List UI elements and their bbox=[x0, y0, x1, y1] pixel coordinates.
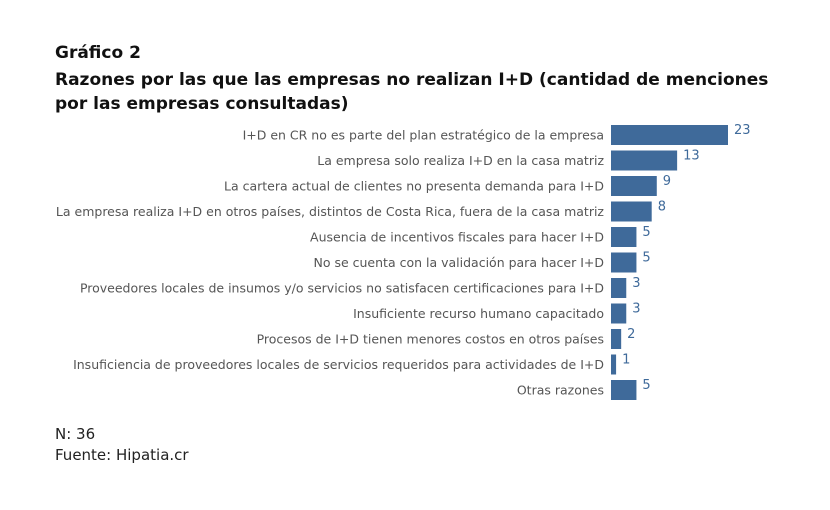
bar bbox=[611, 278, 627, 298]
category-label: Procesos de I+D tienen menores costos en… bbox=[257, 332, 604, 347]
chart-title: Razones por las que las empresas no real… bbox=[55, 70, 769, 114]
bar bbox=[611, 201, 652, 222]
category-label: La empresa realiza I+D en otros países, … bbox=[56, 204, 605, 219]
bar bbox=[611, 176, 657, 196]
value-label: 5 bbox=[642, 251, 650, 266]
value-label: 3 bbox=[632, 302, 640, 317]
category-label: I+D en CR no es parte del plan estratégi… bbox=[243, 128, 604, 143]
bar bbox=[611, 380, 637, 400]
value-label: 2 bbox=[627, 327, 635, 342]
chart-label: Gráfico 2 bbox=[55, 43, 141, 63]
category-label: Insuficiente recurso humano capacitado bbox=[353, 306, 604, 321]
bar bbox=[611, 252, 637, 273]
value-label: 23 bbox=[734, 123, 751, 138]
source-note: Fuente: Hipatia.cr bbox=[55, 446, 189, 464]
bar bbox=[611, 329, 622, 349]
category-label: La cartera actual de clientes no present… bbox=[224, 179, 604, 194]
category-label: Ausencia de incentivos fiscales para hac… bbox=[310, 230, 604, 245]
value-label: 5 bbox=[642, 225, 650, 240]
sample-size: N: 36 bbox=[55, 425, 96, 443]
category-label: No se cuenta con la validación para hace… bbox=[313, 255, 604, 270]
category-label: Insuficiencia de proveedores locales de … bbox=[73, 357, 604, 372]
value-label: 13 bbox=[683, 149, 700, 164]
value-label: 5 bbox=[642, 378, 650, 393]
value-label: 3 bbox=[632, 276, 640, 291]
bar bbox=[611, 303, 627, 324]
bar bbox=[611, 354, 617, 375]
category-label: La empresa solo realiza I+D en la casa m… bbox=[317, 153, 604, 168]
value-label: 9 bbox=[663, 174, 671, 189]
value-label: 1 bbox=[622, 353, 630, 368]
bar bbox=[611, 125, 728, 145]
bar bbox=[611, 227, 637, 247]
value-label: 8 bbox=[658, 200, 666, 215]
category-label: Proveedores locales de insumos y/o servi… bbox=[80, 281, 604, 296]
category-label: Otras razones bbox=[517, 383, 604, 398]
bar bbox=[611, 150, 678, 171]
